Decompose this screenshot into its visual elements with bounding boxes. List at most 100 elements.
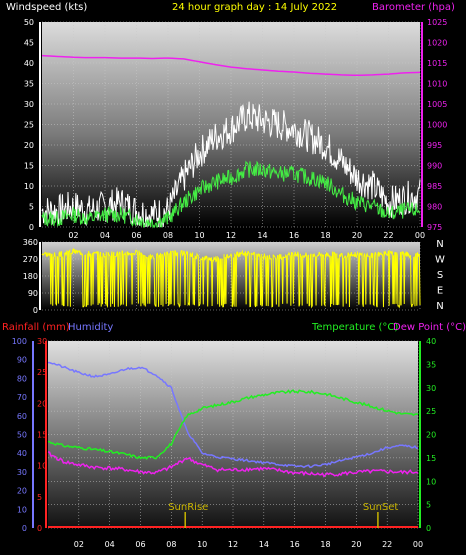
barometer-y-tick-label: 1000 <box>427 121 447 130</box>
wind-y-tick-label: 35 <box>24 80 34 89</box>
temperature-y-tick-label: 40 <box>426 337 436 346</box>
wind-y-tick-label: 5 <box>29 203 34 212</box>
temperature-x-tick-label: 20 <box>351 540 361 549</box>
sunrise-label: SunRise <box>168 502 208 513</box>
temperature-y-tick-label: 30 <box>426 384 436 393</box>
temperature-y-ticks: 0 5 10 15 20 25 30 35 40 <box>426 337 436 533</box>
sunset-label: SunSet <box>363 502 399 513</box>
sun-markers: SunRise SunSet <box>168 502 398 528</box>
direction-line <box>41 247 421 309</box>
wind-y-tick-label: 10 <box>24 182 34 191</box>
humidity-line <box>47 361 419 469</box>
barometer-line <box>41 54 421 77</box>
wind-x-tick-label: 08 <box>163 231 173 240</box>
barometer-y-tick-label: 995 <box>427 141 442 150</box>
rain-y-tick-label: 25 <box>37 368 47 377</box>
barometer-y-tick-label: 975 <box>427 223 442 232</box>
temperature-series <box>47 361 419 528</box>
wind-y-tick-label: 0 <box>29 223 34 232</box>
rain-y-tick-label: 0 <box>37 524 42 533</box>
wind-x-tick-label: 12 <box>226 231 236 240</box>
compass-label: S <box>437 270 443 281</box>
wind-x-tick-label: 22 <box>383 231 393 240</box>
temperature-x-tick-label: 18 <box>320 540 330 549</box>
rain-y-tick-label: 5 <box>37 493 42 502</box>
temperature-x-tick-label: 14 <box>259 540 269 549</box>
wind-x-tick-label: 14 <box>257 231 267 240</box>
humidity-y-tick-label: 10 <box>17 505 27 514</box>
wind-x-ticks: 02 04 06 08 10 12 14 16 18 20 22 00 <box>68 231 425 240</box>
temperature-y-tick-label: 20 <box>426 431 436 440</box>
temperature-y-tick-label: 25 <box>426 407 436 416</box>
temperature-y-tick-label: 15 <box>426 454 436 463</box>
barometer-y-tick-label: 1005 <box>427 100 447 109</box>
temperature-y-tick-label: 35 <box>426 360 436 369</box>
wind-y-tick-label: 30 <box>24 100 34 109</box>
rain-y-tick-label: 20 <box>37 399 47 408</box>
direction-y-tick-label: 180 <box>23 272 38 281</box>
direction-y-ticks: 0 90 180 270 360 <box>23 238 38 315</box>
temperature-y-tick-label: 10 <box>426 477 436 486</box>
dewpoint-axis-title: Dew Point (°C) <box>393 322 466 333</box>
humidity-y-tick-label: 0 <box>22 524 27 533</box>
barometer-y-tick-label: 980 <box>427 203 442 212</box>
barometer-y-tick-label: 1010 <box>427 80 447 89</box>
temperature-grid <box>48 340 419 529</box>
barometer-y-tick-label: 990 <box>427 162 442 171</box>
direction-y-tick-label: 0 <box>33 306 38 315</box>
graph-date-title: 24 hour graph day : 14 July 2022 <box>172 2 337 13</box>
wind-y-tick-label: 25 <box>24 121 34 130</box>
wind-y-ticks: 0 5 10 15 20 25 30 35 40 45 50 <box>24 18 34 232</box>
temperature-x-tick-label: 00 <box>413 540 423 549</box>
humidity-y-tick-label: 40 <box>17 449 27 458</box>
direction-series <box>41 247 421 309</box>
humidity-y-tick-label: 30 <box>17 468 27 477</box>
temperature-line <box>47 389 419 460</box>
barometer-y-ticks: 975 980 985 990 995 1000 1005 1010 1015 1020 1025 <box>427 18 447 232</box>
rain-y-tick-label: 15 <box>37 431 47 440</box>
direction-y-tick-label: 90 <box>28 289 38 298</box>
rain-y-tick-label: 30 <box>37 337 47 346</box>
wind-y-tick-label: 50 <box>24 18 34 27</box>
compass-label: E <box>437 286 443 297</box>
temperature-y-tick-label: 0 <box>426 524 431 533</box>
temperature-x-tick-label: 08 <box>166 540 176 549</box>
wind-x-tick-label: 06 <box>131 231 141 240</box>
wind-y-tick-label: 15 <box>24 162 34 171</box>
temperature-x-ticks: 02 04 06 08 10 12 14 16 18 20 22 00 <box>74 540 423 549</box>
wind-x-tick-label: 00 <box>415 231 425 240</box>
humidity-y-tick-label: 70 <box>17 393 27 402</box>
wind-y-tick-label: 20 <box>24 141 34 150</box>
wind-average-line <box>41 160 421 229</box>
temperature-x-tick-label: 02 <box>74 540 84 549</box>
humidity-y-ticks: 0 10 20 30 40 50 60 70 80 90 100 <box>12 337 27 533</box>
rain-y-ticks: 0 5 10 15 20 25 30 <box>37 337 47 533</box>
direction-y-tick-label: 360 <box>23 238 38 247</box>
barometer-y-tick-label: 1020 <box>427 39 447 48</box>
barometer-y-tick-label: 985 <box>427 182 442 191</box>
wind-x-tick-label: 18 <box>320 231 330 240</box>
wind-x-tick-label: 10 <box>194 231 204 240</box>
rain-axis-title: Rainfall (mm) <box>2 322 70 333</box>
temperature-x-tick-label: 10 <box>197 540 207 549</box>
wind-axis-title: Windspeed (kts) <box>6 2 87 13</box>
temperature-x-tick-label: 16 <box>290 540 300 549</box>
wind-y-tick-label: 40 <box>24 59 34 68</box>
wind-y-tick-label: 45 <box>24 39 34 48</box>
compass-label: N <box>436 239 443 250</box>
temperature-x-tick-label: 06 <box>135 540 145 549</box>
barometer-y-tick-label: 1015 <box>427 59 447 68</box>
wind-x-tick-label: 16 <box>289 231 299 240</box>
direction-y-tick-label: 270 <box>23 255 38 264</box>
wind-series <box>41 54 421 229</box>
temperature-axis-title: Temperature (°C) <box>311 322 398 333</box>
wind-x-tick-label: 20 <box>352 231 362 240</box>
humidity-y-tick-label: 60 <box>17 412 27 421</box>
rain-y-tick-label: 10 <box>37 462 47 471</box>
temperature-x-tick-label: 04 <box>105 540 115 549</box>
humidity-y-tick-label: 100 <box>12 337 27 346</box>
compass-label: W <box>435 255 445 266</box>
wind-x-tick-label: 02 <box>68 231 78 240</box>
